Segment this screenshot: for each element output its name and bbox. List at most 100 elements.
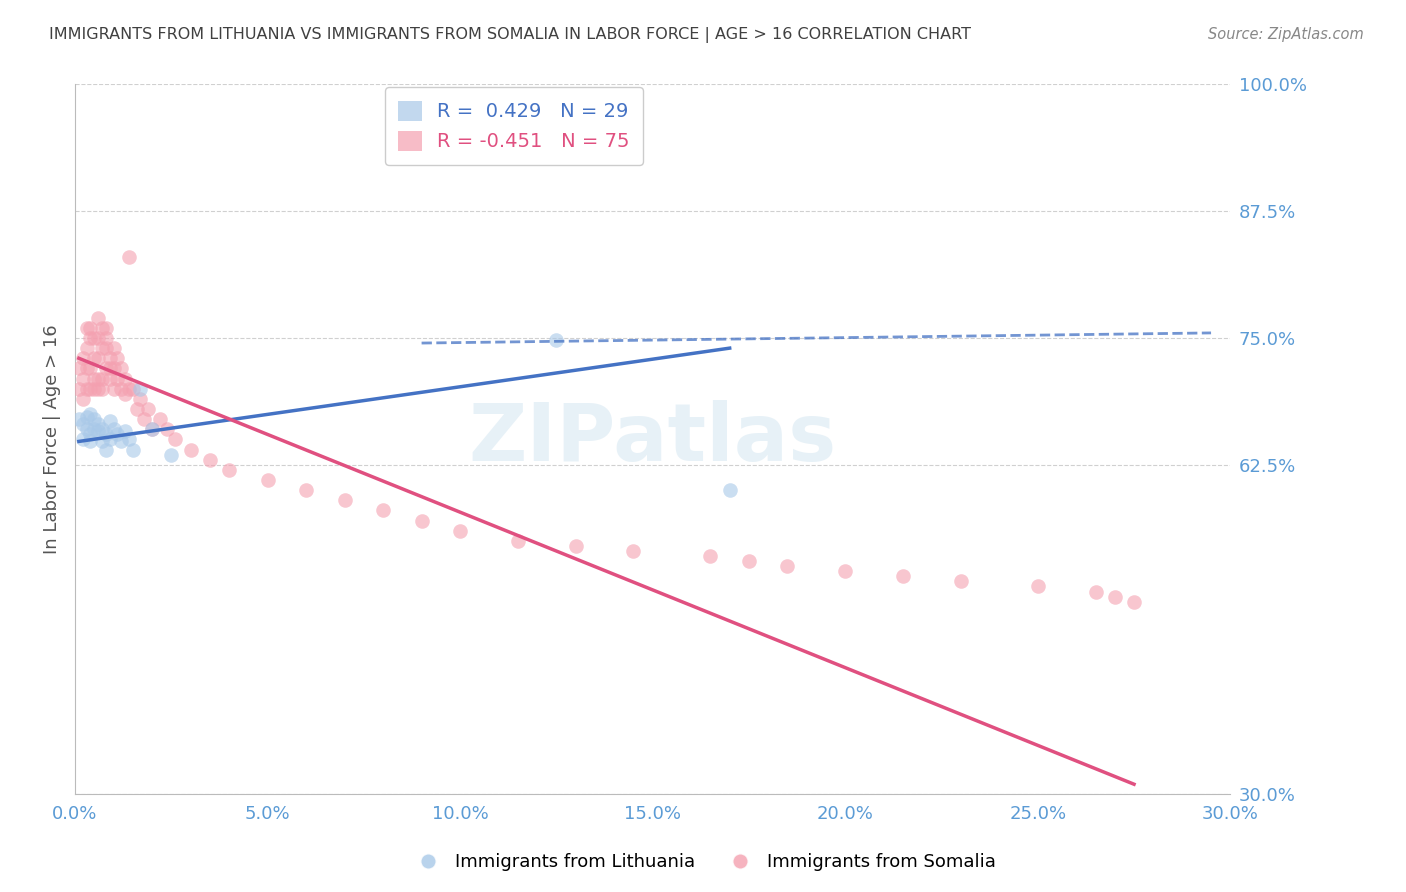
Point [79, 361, 101, 376]
Point [105, 351, 128, 366]
Point [564, 539, 586, 553]
Point [103, 341, 125, 355]
Point [94, 361, 117, 376]
Point [105, 427, 128, 442]
Point [94, 427, 117, 442]
Point [110, 434, 132, 449]
Point [76, 422, 98, 436]
Point [72, 351, 94, 366]
Point [98, 371, 121, 385]
Point [1026, 579, 1049, 593]
Point [141, 422, 163, 436]
Point [506, 533, 529, 548]
Point [83, 382, 105, 396]
Point [76, 410, 98, 425]
Point [738, 554, 761, 568]
Point [114, 371, 136, 385]
Point [72, 417, 94, 432]
Point [121, 442, 143, 457]
Point [1123, 595, 1146, 609]
Point [87, 382, 110, 396]
Point [718, 483, 741, 497]
Point [79, 331, 101, 345]
Point [79, 427, 101, 442]
Point [87, 310, 110, 325]
Point [87, 425, 110, 439]
Point [256, 473, 278, 487]
Point [134, 412, 156, 426]
Point [98, 433, 121, 447]
Point [72, 392, 94, 406]
Point [105, 371, 128, 385]
Legend: Immigrants from Lithuania, Immigrants from Somalia: Immigrants from Lithuania, Immigrants fr… [402, 847, 1004, 879]
Point [118, 433, 141, 447]
Point [79, 407, 101, 421]
Point [76, 361, 98, 376]
Point [91, 341, 114, 355]
Point [776, 559, 799, 574]
Point [94, 341, 117, 355]
Point [79, 434, 101, 449]
Point [149, 412, 172, 426]
Point [91, 422, 114, 436]
Point [449, 524, 471, 538]
Point [118, 250, 141, 264]
Point [1104, 590, 1126, 604]
Text: ZIPatlas: ZIPatlas [468, 401, 837, 478]
Point [83, 351, 105, 366]
Point [98, 361, 121, 376]
Point [79, 382, 101, 396]
Point [129, 382, 152, 396]
Point [87, 351, 110, 366]
Point [180, 442, 202, 457]
Point [411, 514, 433, 528]
Y-axis label: In Labor Force | Age > 16: In Labor Force | Age > 16 [44, 325, 60, 554]
Point [67, 382, 90, 396]
Point [114, 386, 136, 401]
Point [72, 433, 94, 447]
Point [699, 549, 721, 563]
Point [295, 483, 318, 497]
Point [136, 401, 159, 416]
Point [83, 331, 105, 345]
Point [76, 321, 98, 335]
Point [160, 448, 183, 462]
Point [91, 382, 114, 396]
Point [125, 401, 148, 416]
Point [621, 544, 644, 558]
Point [91, 434, 114, 449]
Point [87, 331, 110, 345]
Point [87, 417, 110, 432]
Point [79, 321, 101, 335]
Point [76, 382, 98, 396]
Text: IMMIGRANTS FROM LITHUANIA VS IMMIGRANTS FROM SOMALIA IN LABOR FORCE | AGE > 16 C: IMMIGRANTS FROM LITHUANIA VS IMMIGRANTS … [49, 27, 972, 43]
Point [94, 321, 117, 335]
Point [371, 503, 394, 517]
Point [87, 371, 110, 385]
Point [165, 433, 187, 447]
Point [83, 412, 105, 426]
Text: Source: ZipAtlas.com: Source: ZipAtlas.com [1208, 27, 1364, 42]
Point [91, 371, 114, 385]
Point [129, 392, 152, 406]
Point [72, 371, 94, 385]
Point [98, 351, 121, 366]
Point [103, 422, 125, 436]
Point [546, 333, 568, 347]
Legend: R =  0.429   N = 29, R = -0.451   N = 75: R = 0.429 N = 29, R = -0.451 N = 75 [385, 87, 644, 165]
Point [83, 422, 105, 436]
Point [121, 382, 143, 396]
Point [94, 331, 117, 345]
Point [83, 371, 105, 385]
Point [114, 425, 136, 439]
Point [98, 414, 121, 428]
Point [110, 361, 132, 376]
Point [333, 493, 356, 508]
Point [834, 564, 856, 578]
Point [141, 422, 163, 436]
Point [103, 361, 125, 376]
Point [949, 574, 972, 589]
Point [67, 412, 90, 426]
Point [198, 452, 221, 467]
Point [76, 341, 98, 355]
